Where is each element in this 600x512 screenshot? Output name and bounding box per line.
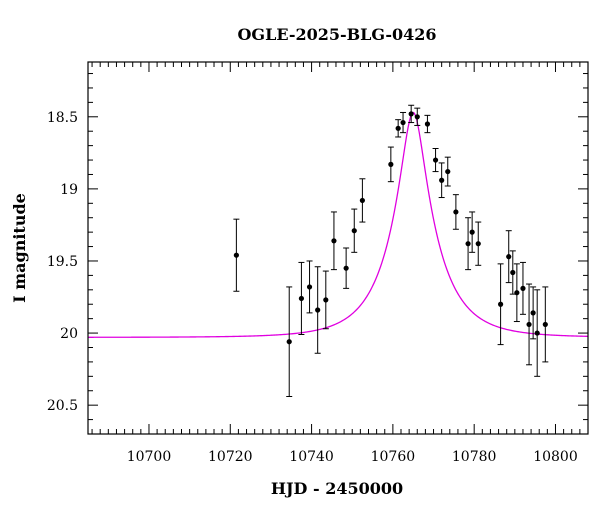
- point-marker: [400, 119, 406, 126]
- point-marker: [388, 161, 394, 167]
- point-marker: [439, 177, 445, 183]
- data-point: [438, 162, 445, 199]
- point-marker: [359, 197, 365, 204]
- point-marker: [453, 209, 459, 215]
- point-marker: [530, 310, 536, 316]
- x-tick-label: 10700: [127, 449, 172, 465]
- data-point: [395, 119, 402, 138]
- data-point: [343, 247, 350, 289]
- y-tick-label: 19.5: [47, 254, 78, 270]
- point-marker: [465, 241, 471, 247]
- point-marker: [331, 238, 337, 244]
- data-point: [497, 263, 504, 346]
- point-marker: [395, 125, 401, 131]
- data-point: [351, 208, 358, 253]
- data-point: [408, 104, 415, 124]
- data-point: [432, 148, 439, 173]
- chart-title: OGLE-2025-BLG-0426: [237, 25, 436, 44]
- x-tick-label: 10720: [208, 449, 253, 465]
- point-marker: [408, 111, 414, 117]
- plot-frame: [87, 61, 589, 435]
- data-point: [465, 217, 472, 271]
- point-marker: [445, 168, 451, 175]
- data-point: [505, 230, 512, 284]
- y-tick-label: 20: [60, 326, 78, 342]
- y-tick-label: 19: [60, 182, 78, 198]
- data-point: [298, 261, 305, 336]
- x-tick-label: 10740: [289, 449, 334, 465]
- point-marker: [233, 252, 239, 258]
- data-point: [233, 218, 240, 292]
- data-point: [359, 178, 366, 223]
- x-tick-label: 10760: [371, 449, 416, 465]
- y-tick-label: 18.5: [47, 110, 78, 126]
- model-curve-layer: [88, 111, 589, 338]
- data-point: [286, 286, 293, 398]
- point-marker: [306, 284, 313, 290]
- point-marker: [506, 254, 512, 260]
- point-marker: [315, 307, 321, 313]
- x-tick-label: 10800: [533, 449, 578, 465]
- point-marker: [469, 229, 475, 235]
- point-marker: [323, 297, 329, 303]
- point-marker: [498, 301, 504, 307]
- point-marker: [526, 321, 532, 328]
- point-marker: [414, 114, 420, 120]
- point-marker: [520, 285, 526, 291]
- data-point: [322, 270, 329, 330]
- point-marker: [424, 121, 431, 127]
- data-point: [513, 263, 520, 323]
- data-point: [530, 286, 537, 340]
- model-curve: [88, 111, 589, 338]
- point-marker: [514, 290, 520, 296]
- x-tick-label: 10780: [452, 449, 497, 465]
- data-point: [534, 289, 541, 377]
- data-point: [542, 286, 549, 363]
- data-point: [314, 266, 321, 354]
- point-marker: [286, 339, 292, 345]
- data-points-layer: [233, 104, 549, 398]
- data-point: [387, 146, 394, 183]
- point-marker: [475, 241, 481, 247]
- data-point: [306, 260, 313, 314]
- point-marker: [343, 265, 349, 271]
- data-point: [330, 211, 337, 271]
- data-point: [400, 111, 407, 134]
- data-point: [452, 194, 459, 230]
- point-marker: [432, 157, 439, 163]
- data-point: [526, 283, 533, 366]
- x-axis-label: HJD - 2450000: [271, 479, 403, 498]
- data-point: [444, 156, 451, 187]
- y-axis-label: I magnitude: [10, 193, 29, 303]
- data-point: [475, 221, 482, 266]
- point-marker: [534, 330, 540, 336]
- y-tick-label: 20.5: [47, 398, 78, 414]
- data-point: [414, 107, 421, 126]
- data-point: [519, 261, 526, 315]
- axis-ticks-layer: 10700 10720 10740 10760 10780 10800 18.5 19 19.5…: [47, 62, 589, 465]
- point-marker: [542, 321, 548, 328]
- point-marker: [351, 228, 357, 234]
- data-point: [424, 114, 431, 134]
- data-point: [469, 211, 476, 253]
- point-marker: [298, 295, 305, 302]
- point-marker: [510, 269, 516, 276]
